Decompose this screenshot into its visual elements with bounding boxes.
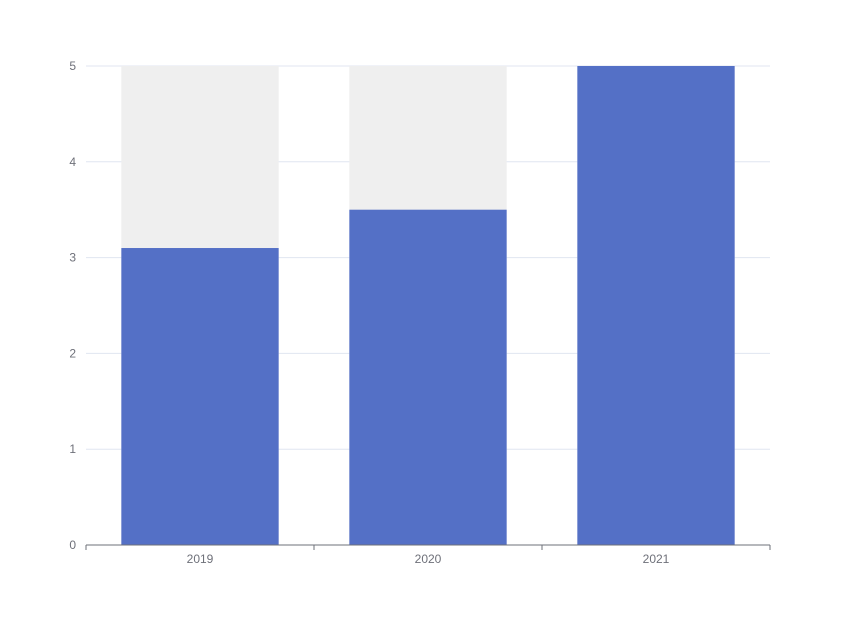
y-tick-label: 5	[69, 59, 76, 73]
y-tick-label: 0	[69, 538, 76, 552]
bar-2019[interactable]	[121, 248, 279, 545]
x-axis	[85, 544, 771, 550]
y-tick-label: 3	[69, 251, 76, 265]
x-axis-labels: 2019 2020 2021	[187, 552, 670, 566]
x-tick-label: 2019	[187, 552, 214, 566]
bar-2021[interactable]	[577, 66, 735, 545]
x-tick-label: 2021	[643, 552, 670, 566]
y-tick-label: 4	[69, 155, 76, 169]
y-tick-label: 2	[69, 346, 76, 360]
x-tick-label: 2020	[415, 552, 442, 566]
bars	[121, 66, 735, 545]
bar-2020[interactable]	[349, 209, 507, 545]
y-tick-label: 1	[69, 442, 76, 456]
y-axis-labels: 0 1 2 3 4 5	[69, 59, 76, 552]
